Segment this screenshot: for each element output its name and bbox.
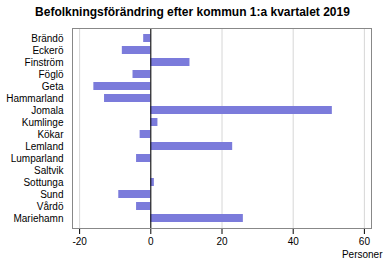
svg-text:Sund: Sund: [40, 189, 63, 200]
svg-text:Sottunga: Sottunga: [23, 177, 63, 188]
svg-text:Föglö: Föglö: [38, 69, 63, 80]
svg-text:Brändö: Brändö: [31, 33, 64, 44]
svg-text:60: 60: [359, 236, 371, 247]
svg-text:Jomala: Jomala: [31, 105, 64, 116]
svg-text:Kumlinge: Kumlinge: [22, 117, 64, 128]
html-text:Befolkningsförändring efter ko: Befolkningsförändring efter kommun 1:a k…: [35, 5, 350, 19]
svg-text:40: 40: [288, 236, 300, 247]
svg-text:-20: -20: [72, 236, 87, 247]
svg-text:Personer: Personer: [342, 249, 383, 260]
svg-text:Lumparland: Lumparland: [11, 153, 64, 164]
svg-text:Finström: Finström: [25, 57, 64, 68]
svg-text:Hammarland: Hammarland: [6, 93, 63, 104]
svg-text:Saltvik: Saltvik: [34, 165, 64, 176]
svg-text:Kökar: Kökar: [37, 129, 64, 140]
svg-text:Geta: Geta: [42, 81, 64, 92]
svg-text:Lemland: Lemland: [25, 141, 63, 152]
svg-text:Eckerö: Eckerö: [32, 45, 64, 56]
svg-text:20: 20: [216, 236, 228, 247]
svg-text:Mariehamn: Mariehamn: [13, 213, 63, 224]
svg-text:Vårdö: Vårdö: [37, 201, 64, 212]
svg-text:0: 0: [148, 236, 154, 247]
